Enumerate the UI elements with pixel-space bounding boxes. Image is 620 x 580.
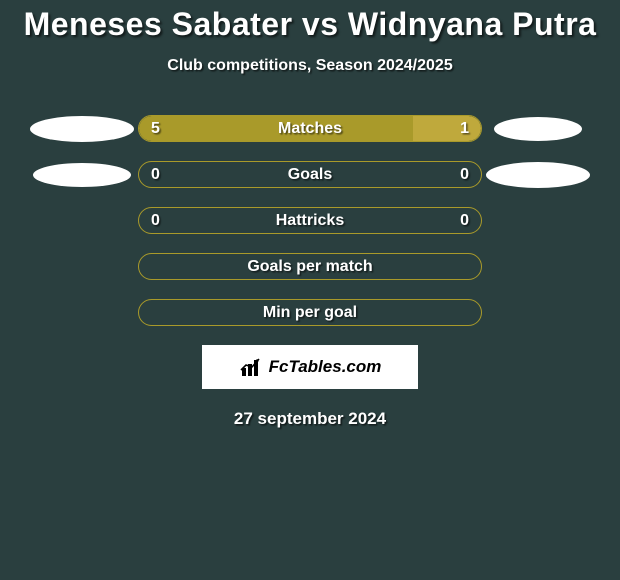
right-marker-slot: [482, 117, 594, 141]
stat-value-left: 5: [151, 120, 160, 138]
page-title: Meneses Sabater vs Widnyana Putra: [0, 6, 620, 43]
bar-fill-left: [139, 116, 413, 141]
stat-label: Goals: [288, 166, 332, 184]
stat-bar: 0 0 Hattricks: [138, 207, 482, 234]
stat-label: Min per goal: [263, 304, 357, 322]
right-marker-slot: [482, 162, 594, 188]
stat-row: 0 0 Goals: [0, 161, 620, 188]
date-label: 27 september 2024: [0, 409, 620, 429]
stat-rows: 5 1 Matches 0 0 Goals 0 0 Hattricks Goals per mat…: [0, 115, 620, 326]
stat-value-right: 0: [460, 212, 469, 230]
stat-value-right: 0: [460, 166, 469, 184]
chart-icon: [239, 356, 265, 378]
stat-bar: 0 0 Goals: [138, 161, 482, 188]
brand-box: FcTables.com: [202, 345, 418, 389]
stat-value-left: 0: [151, 212, 160, 230]
stat-row: Min per goal: [0, 299, 620, 326]
stat-label: Hattricks: [276, 212, 344, 230]
subtitle: Club competitions, Season 2024/2025: [0, 57, 620, 75]
left-marker-slot: [26, 116, 138, 142]
infographic-container: Meneses Sabater vs Widnyana Putra Club c…: [0, 0, 620, 429]
stat-value-left: 0: [151, 166, 160, 184]
left-marker-slot: [26, 163, 138, 187]
stat-row: Goals per match: [0, 253, 620, 280]
stat-bar: Goals per match: [138, 253, 482, 280]
stat-label: Matches: [278, 120, 342, 138]
stat-label: Goals per match: [247, 258, 372, 276]
player-marker-right: [486, 162, 590, 188]
stat-bar: Min per goal: [138, 299, 482, 326]
player-marker-left: [30, 116, 134, 142]
stat-bar: 5 1 Matches: [138, 115, 482, 142]
stat-value-right: 1: [460, 120, 469, 138]
bar-fill-right: [413, 116, 481, 141]
player-marker-right: [494, 117, 582, 141]
brand-text: FcTables.com: [269, 357, 382, 377]
player-marker-left: [33, 163, 131, 187]
stat-row: 0 0 Hattricks: [0, 207, 620, 234]
stat-row: 5 1 Matches: [0, 115, 620, 142]
